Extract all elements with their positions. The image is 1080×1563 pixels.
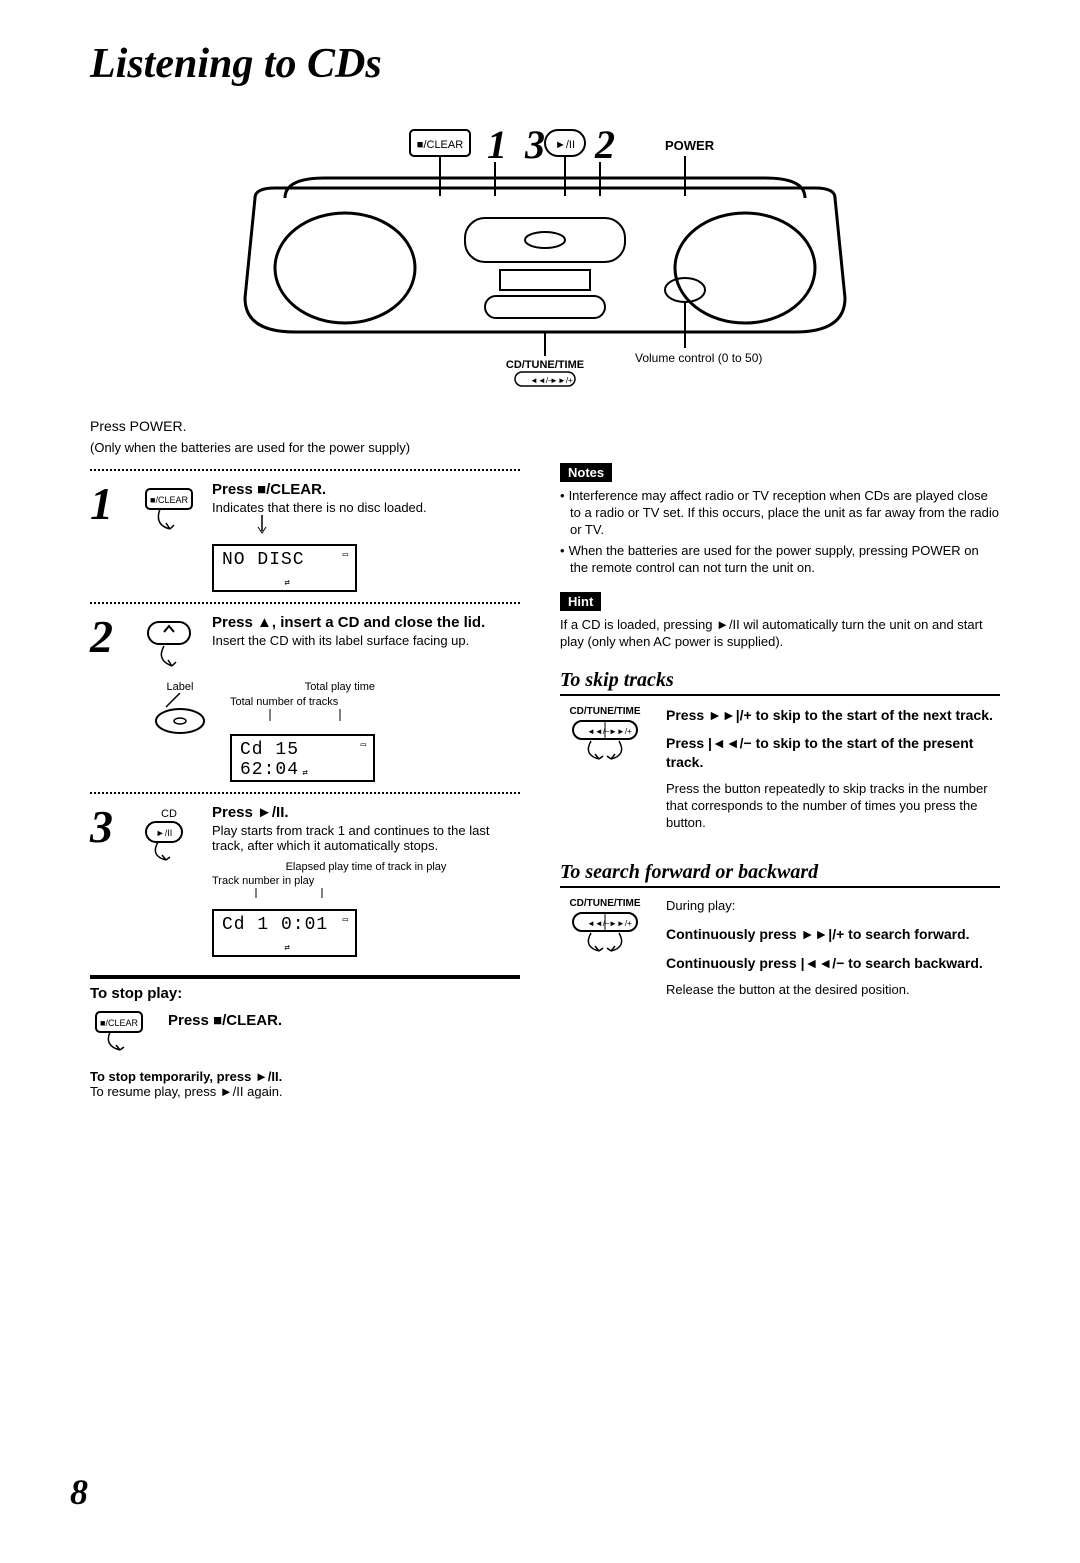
step-3-lcd: Cd 1 0:01 ▭ ⇄	[212, 909, 357, 957]
step-2-lcd: Cd 15 62:04 ▭ ⇄	[230, 734, 375, 782]
skip-line2: Press |◄◄/− to skip to the start of the …	[666, 734, 1000, 770]
note-item: Interference may affect radio or TV rece…	[560, 488, 1000, 539]
stop-temp-bold: To stop temporarily, press ►/II.	[90, 1069, 282, 1084]
step-1-title: Press ■/CLEAR.	[212, 481, 520, 498]
notes-list: Interference may affect radio or TV rece…	[560, 488, 1000, 576]
step-3-annot-elapsed: Elapsed play time of track in play	[212, 861, 520, 874]
search-section: CD/TUNE/TIME ◄◄/− ►►/+ During play: Cont…	[560, 898, 1000, 1008]
power-label: POWER	[665, 138, 715, 153]
stop-icon: ■/CLEAR	[90, 1008, 148, 1059]
step-3-body: Play starts from track 1 and continues t…	[212, 823, 520, 853]
callout-2: 2	[594, 122, 615, 167]
volume-label: Volume control (0 to 50)	[635, 351, 762, 365]
skip-line1: Press ►►|/+ to skip to the start of the …	[666, 706, 1000, 724]
stop-play-title: To stop play:	[90, 975, 520, 1002]
disc-icon: Label	[140, 681, 220, 786]
step-3-number: 3	[90, 804, 126, 960]
skip-extra: Press the button repeatedly to skip trac…	[666, 781, 1000, 832]
intro-sub-text: (Only when the batteries are used for th…	[90, 440, 1000, 455]
callout-1: 1	[487, 122, 507, 167]
step-1-body: Indicates that there is no disc loaded.	[212, 500, 520, 515]
svg-text:◄◄/−: ◄◄/−	[587, 919, 610, 928]
svg-text:►►/+: ►►/+	[609, 919, 632, 928]
stop-temp-body: To resume play, press ►/II again.	[90, 1084, 283, 1099]
step-2-annot-tracks: Total number of tracks	[230, 696, 375, 709]
skip-icon: CD/TUNE/TIME ◄◄/− ►►/+	[560, 706, 650, 841]
page-title: Listening to CDs	[90, 40, 1000, 88]
step-2: 2 Press ▲, insert a CD and close the lid…	[90, 614, 520, 675]
search-icon: CD/TUNE/TIME ◄◄/− ►►/+	[560, 898, 650, 1008]
step-3-btn-label: ►/II	[156, 828, 172, 838]
stop-play-section: To stop play: ■/CLEAR Press ■/CLEAR. To …	[90, 975, 520, 1099]
search-line1: Continuously press ►►|/+ to search forwa…	[666, 925, 1000, 943]
step-2-number: 2	[90, 614, 126, 675]
divider	[90, 602, 520, 604]
search-extra: Release the button at the desired positi…	[666, 982, 1000, 999]
hint-label: Hint	[560, 592, 601, 611]
skip-heading: To skip tracks	[560, 669, 1000, 696]
callout-play-label: ►/II	[555, 139, 575, 151]
note-item: When the batteries are used for the powe…	[560, 543, 1000, 577]
hint-text: If a CD is loaded, pressing ►/II wil aut…	[560, 617, 1000, 651]
page-number: 8	[70, 1471, 88, 1513]
svg-text:◄◄/−: ◄◄/−	[587, 727, 610, 736]
step-1-icon-label: ■/CLEAR	[150, 495, 188, 505]
step-3-annot-tracknum: Track number in play	[212, 875, 520, 888]
stop-icon-label: ■/CLEAR	[100, 1018, 138, 1028]
callout-3: 3	[524, 122, 545, 167]
skip-section: CD/TUNE/TIME ◄◄/− ►►/+ Press ►►|/+ to sk…	[560, 706, 1000, 841]
step-2-body: Insert the CD with its label surface fac…	[212, 633, 520, 648]
svg-text:►►/+: ►►/+	[609, 727, 632, 736]
stop-press: Press ■/CLEAR.	[168, 1008, 282, 1029]
cdtune-label: CD/TUNE/TIME	[506, 359, 584, 371]
search-during: During play:	[666, 898, 1000, 915]
step-2-title: Press ▲, insert a CD and close the lid.	[212, 614, 520, 631]
divider	[90, 792, 520, 794]
step-3-title: Press ►/II.	[212, 804, 520, 821]
step-2-annot-time: Total play time	[230, 681, 375, 694]
step-1-icon: ■/CLEAR	[140, 481, 198, 596]
notes-label: Notes	[560, 463, 612, 482]
search-line2: Continuously press |◄◄/− to search backw…	[666, 954, 1000, 972]
device-diagram: ■/CLEAR 1 3 ►/II 2 POWER CD/TUNE/TIME ◄◄…	[195, 118, 895, 388]
step-1-lcd: NO DISC ▭ ⇄	[212, 544, 357, 592]
step-3-icon: CD ►/II	[140, 804, 198, 960]
divider	[90, 469, 520, 471]
step-2-icon	[140, 614, 198, 675]
callout-clear-label: ■/CLEAR	[417, 139, 463, 151]
svg-text:►►/+: ►►/+	[550, 376, 573, 385]
intro-text: Press POWER.	[90, 418, 1000, 434]
step-1: 1 ■/CLEAR Press ■/CLEAR. Indicates that …	[90, 481, 520, 596]
step-1-number: 1	[90, 481, 126, 596]
step-3: 3 CD ►/II Press ►/II. Play starts from t…	[90, 804, 520, 960]
search-heading: To search forward or backward	[560, 861, 1000, 888]
